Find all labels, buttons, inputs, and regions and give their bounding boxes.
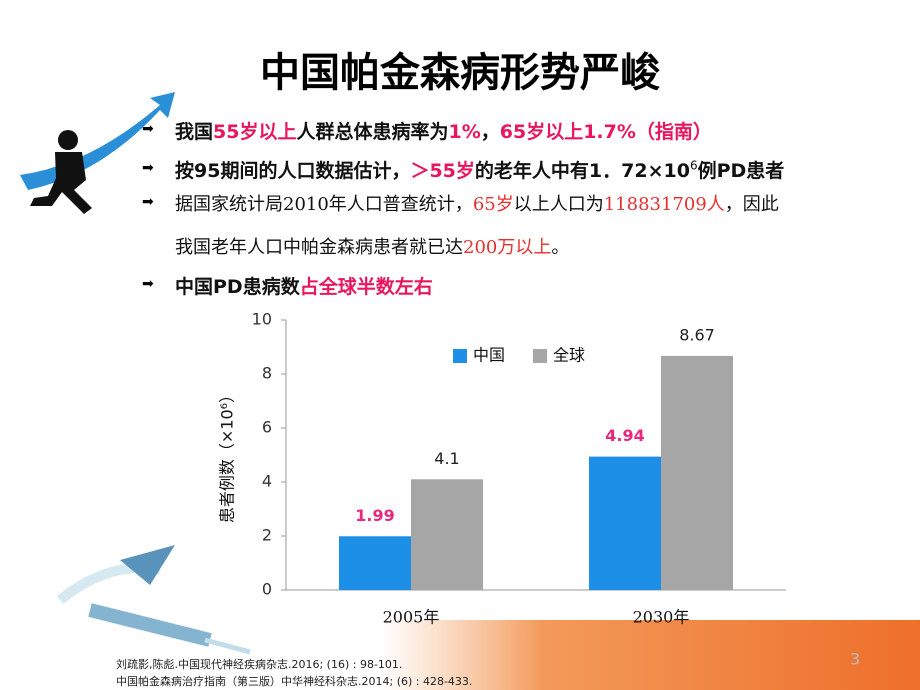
value-label: 1.99: [355, 506, 394, 525]
text-segment: 65岁以上1.7%（指南）: [499, 121, 712, 143]
text-segment: 以上人口为: [513, 194, 604, 215]
text-segment: ，: [480, 121, 500, 143]
reference: 中国帕金森病治疗指南（第三版）中华神经科杂志.2014; (6) : 428-4…: [116, 675, 473, 688]
bullet-marker: ➡: [142, 276, 154, 292]
slide-title: 中国帕金森病形势严峻: [260, 50, 660, 96]
text-segment: 中国PD患病数: [175, 276, 300, 298]
legend-swatch: [533, 349, 547, 363]
bullet-line: 我国老年人口中帕金森病患者就已达200万以上。: [175, 233, 569, 259]
text-segment: ＞55岁: [410, 160, 475, 182]
text-segment: 据国家统计局2010年人口普查统计，: [175, 194, 473, 215]
bullet-marker: ➡: [142, 121, 154, 137]
legend-swatch: [453, 349, 467, 363]
y-axis-label: 患者例数（×10⁶）: [218, 387, 237, 523]
bar: [589, 456, 661, 590]
text-segment: 200万以上: [463, 237, 552, 258]
device-image: [56, 545, 251, 655]
y-tick-label: 4: [262, 472, 272, 491]
footer-band: [380, 620, 920, 690]
y-tick-label: 6: [262, 418, 272, 437]
bullet-line: 据国家统计局2010年人口普查统计，65岁以上人口为118831709人，因此: [175, 190, 779, 216]
bullet-marker: ➡: [142, 194, 154, 210]
bullet-line: 我国55岁以上人群总体患病率为1%，65岁以上1.7%（指南）: [175, 117, 712, 144]
bar: [661, 355, 733, 590]
value-label: 4.1: [434, 449, 459, 468]
text-segment: 65岁: [472, 194, 514, 215]
text-segment: 118831709人: [603, 194, 725, 215]
text-segment: 6: [689, 158, 698, 173]
x-tick-label: 2030年: [633, 608, 690, 627]
bar: [339, 536, 411, 590]
y-tick-label: 10: [252, 310, 272, 329]
bullet-line: 按95期间的人口数据估计，＞55岁的老年人中有1．72×106例PD患者: [175, 156, 784, 183]
text-segment: 例PD患者: [697, 160, 785, 182]
y-tick-label: 8: [262, 364, 272, 383]
text-segment: ，因此: [724, 194, 779, 215]
x-tick-label: 2005年: [383, 608, 440, 627]
y-tick-label: 2: [262, 526, 272, 545]
reference: 刘疏影,陈彪.中国现代神经疾病杂志.2016; (16) : 98-101.: [116, 658, 403, 671]
legend-label: 全球: [553, 346, 585, 365]
text-segment: 按95期间的人口数据估计，: [175, 160, 411, 182]
legend-label: 中国: [473, 346, 505, 365]
text-segment: 55岁以上: [213, 121, 297, 143]
bullet-marker: ➡: [142, 160, 154, 176]
growth-icon: [20, 92, 175, 214]
text-segment: 占全球半数左右: [299, 276, 433, 298]
text-segment: 的老年人中有1．72×10: [474, 160, 690, 182]
value-label: 8.67: [679, 325, 715, 344]
bar: [411, 479, 483, 590]
text-segment: 1%: [448, 121, 481, 143]
y-tick-label: 0: [262, 580, 272, 599]
bullet-line: 中国PD患病数占全球半数左右: [175, 272, 433, 299]
text-segment: 我国: [175, 121, 214, 143]
text-segment: 我国老年人口中帕金森病患者就已达: [175, 237, 463, 258]
value-label: 4.94: [605, 426, 644, 445]
text-segment: 。: [551, 237, 570, 258]
text-segment: 人群总体患病率为: [296, 121, 449, 143]
page-number: 3: [850, 650, 860, 669]
